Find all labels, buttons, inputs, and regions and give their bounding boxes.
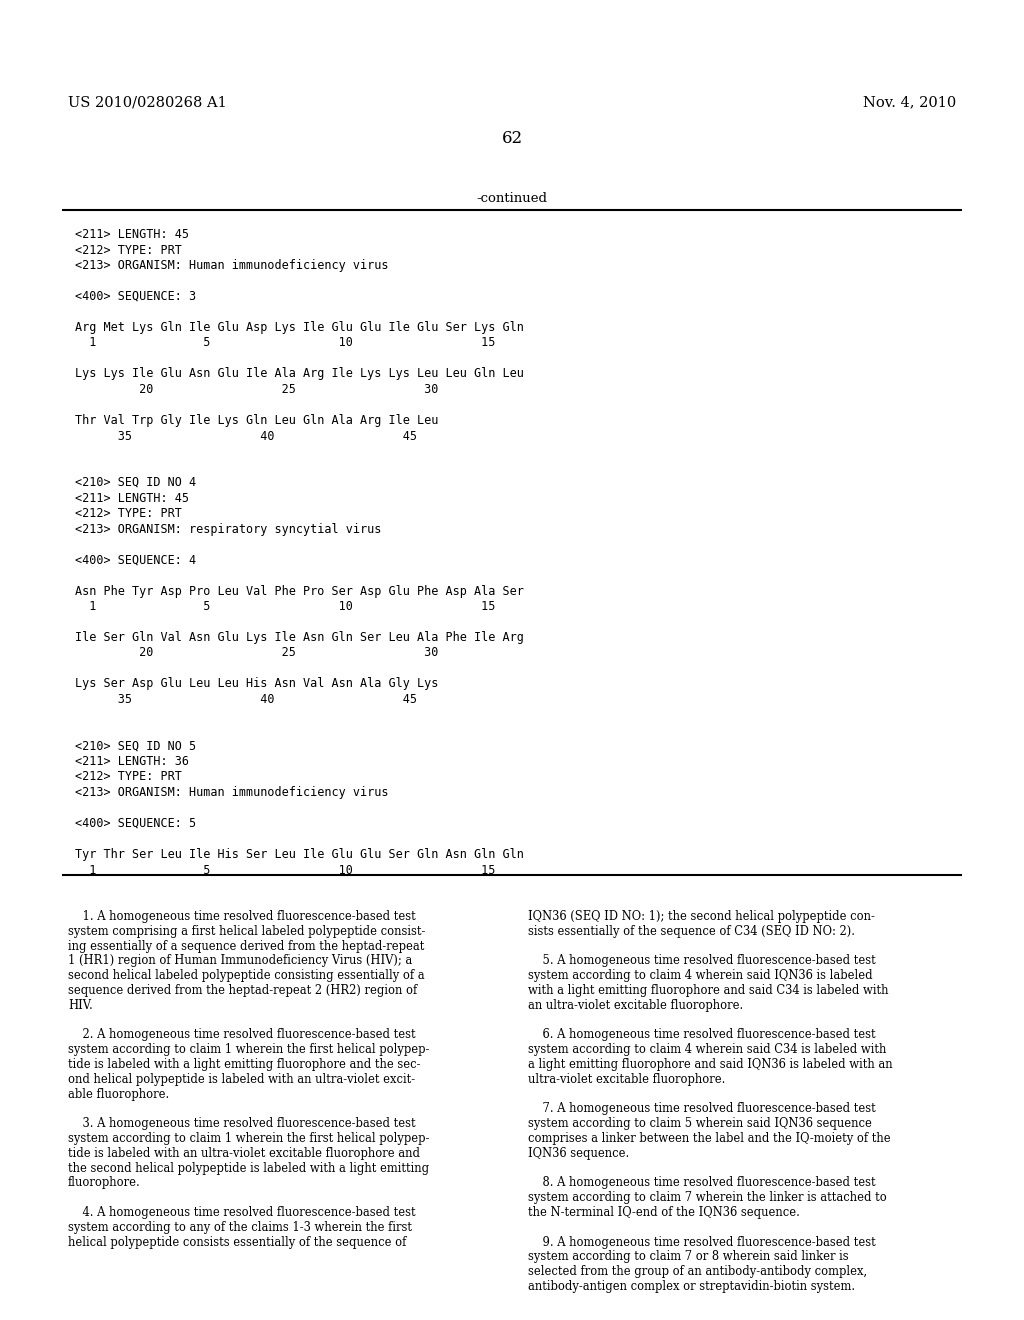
Text: 1               5                  10                  15: 1 5 10 15 bbox=[75, 601, 496, 612]
Text: <211> LENGTH: 45: <211> LENGTH: 45 bbox=[75, 491, 189, 504]
Text: Lys Ser Asp Glu Leu Leu His Asn Val Asn Ala Gly Lys: Lys Ser Asp Glu Leu Leu His Asn Val Asn … bbox=[75, 677, 438, 690]
Text: sists essentially of the sequence of C34 (SEQ ID NO: 2).: sists essentially of the sequence of C34… bbox=[528, 925, 855, 937]
Text: -continued: -continued bbox=[476, 191, 548, 205]
Text: ing essentially of a sequence derived from the heptad-repeat: ing essentially of a sequence derived fr… bbox=[68, 940, 424, 953]
Text: Lys Lys Ile Glu Asn Glu Ile Ala Arg Ile Lys Lys Leu Leu Gln Leu: Lys Lys Ile Glu Asn Glu Ile Ala Arg Ile … bbox=[75, 367, 524, 380]
Text: IQN36 sequence.: IQN36 sequence. bbox=[528, 1147, 630, 1160]
Text: sequence derived from the heptad-repeat 2 (HR2) region of: sequence derived from the heptad-repeat … bbox=[68, 983, 417, 997]
Text: <213> ORGANISM: Human immunodeficiency virus: <213> ORGANISM: Human immunodeficiency v… bbox=[75, 785, 388, 799]
Text: ond helical polypeptide is labeled with an ultra-violet excit-: ond helical polypeptide is labeled with … bbox=[68, 1073, 415, 1086]
Text: 1. A homogeneous time resolved fluorescence-based test: 1. A homogeneous time resolved fluoresce… bbox=[68, 909, 416, 923]
Text: Arg Met Lys Gln Ile Glu Asp Lys Ile Glu Glu Ile Glu Ser Lys Gln: Arg Met Lys Gln Ile Glu Asp Lys Ile Glu … bbox=[75, 321, 524, 334]
Text: 62: 62 bbox=[502, 129, 522, 147]
Text: ultra-violet excitable fluorophore.: ultra-violet excitable fluorophore. bbox=[528, 1073, 725, 1086]
Text: antibody-antigen complex or streptavidin-biotin system.: antibody-antigen complex or streptavidin… bbox=[528, 1280, 855, 1294]
Text: 2. A homogeneous time resolved fluorescence-based test: 2. A homogeneous time resolved fluoresce… bbox=[68, 1028, 416, 1041]
Text: 20                  25                  30: 20 25 30 bbox=[75, 383, 438, 396]
Text: <210> SEQ ID NO 5: <210> SEQ ID NO 5 bbox=[75, 739, 197, 752]
Text: <213> ORGANISM: Human immunodeficiency virus: <213> ORGANISM: Human immunodeficiency v… bbox=[75, 259, 388, 272]
Text: 35                  40                  45: 35 40 45 bbox=[75, 429, 417, 442]
Text: a light emitting fluorophore and said IQN36 is labeled with an: a light emitting fluorophore and said IQ… bbox=[528, 1059, 893, 1071]
Text: US 2010/0280268 A1: US 2010/0280268 A1 bbox=[68, 95, 226, 110]
Text: 1               5                  10                  15: 1 5 10 15 bbox=[75, 863, 496, 876]
Text: system according to claim 7 or 8 wherein said linker is: system according to claim 7 or 8 wherein… bbox=[528, 1250, 849, 1263]
Text: 9. A homogeneous time resolved fluorescence-based test: 9. A homogeneous time resolved fluoresce… bbox=[528, 1236, 876, 1249]
Text: <400> SEQUENCE: 4: <400> SEQUENCE: 4 bbox=[75, 553, 197, 566]
Text: system according to claim 5 wherein said IQN36 sequence: system according to claim 5 wherein said… bbox=[528, 1117, 871, 1130]
Text: Ile Ser Gln Val Asn Glu Lys Ile Asn Gln Ser Leu Ala Phe Ile Arg: Ile Ser Gln Val Asn Glu Lys Ile Asn Gln … bbox=[75, 631, 524, 644]
Text: 6. A homogeneous time resolved fluorescence-based test: 6. A homogeneous time resolved fluoresce… bbox=[528, 1028, 876, 1041]
Text: Nov. 4, 2010: Nov. 4, 2010 bbox=[863, 95, 956, 110]
Text: system according to claim 7 wherein the linker is attached to: system according to claim 7 wherein the … bbox=[528, 1191, 887, 1204]
Text: system according to any of the claims 1-3 wherein the first: system according to any of the claims 1-… bbox=[68, 1221, 412, 1234]
Text: <212> TYPE: PRT: <212> TYPE: PRT bbox=[75, 507, 182, 520]
Text: helical polypeptide consists essentially of the sequence of: helical polypeptide consists essentially… bbox=[68, 1236, 407, 1249]
Text: <400> SEQUENCE: 3: <400> SEQUENCE: 3 bbox=[75, 290, 197, 304]
Text: 3. A homogeneous time resolved fluorescence-based test: 3. A homogeneous time resolved fluoresce… bbox=[68, 1117, 416, 1130]
Text: second helical labeled polypeptide consisting essentially of a: second helical labeled polypeptide consi… bbox=[68, 969, 425, 982]
Text: with a light emitting fluorophore and said C34 is labeled with: with a light emitting fluorophore and sa… bbox=[528, 983, 889, 997]
Text: <211> LENGTH: 45: <211> LENGTH: 45 bbox=[75, 228, 189, 242]
Text: the N-terminal IQ-end of the IQN36 sequence.: the N-terminal IQ-end of the IQN36 seque… bbox=[528, 1206, 800, 1218]
Text: 35                  40                  45: 35 40 45 bbox=[75, 693, 417, 706]
Text: HIV.: HIV. bbox=[68, 999, 93, 1012]
Text: system according to claim 4 wherein said C34 is labeled with: system according to claim 4 wherein said… bbox=[528, 1043, 887, 1056]
Text: <212> TYPE: PRT: <212> TYPE: PRT bbox=[75, 243, 182, 256]
Text: 20                  25                  30: 20 25 30 bbox=[75, 647, 438, 660]
Text: system comprising a first helical labeled polypeptide consist-: system comprising a first helical labele… bbox=[68, 925, 425, 937]
Text: 7. A homogeneous time resolved fluorescence-based test: 7. A homogeneous time resolved fluoresce… bbox=[528, 1102, 876, 1115]
Text: 1 (HR1) region of Human Immunodeficiency Virus (HIV); a: 1 (HR1) region of Human Immunodeficiency… bbox=[68, 954, 413, 968]
Text: the second helical polypeptide is labeled with a light emitting: the second helical polypeptide is labele… bbox=[68, 1162, 429, 1175]
Text: Thr Val Trp Gly Ile Lys Gln Leu Gln Ala Arg Ile Leu: Thr Val Trp Gly Ile Lys Gln Leu Gln Ala … bbox=[75, 414, 438, 426]
Text: <213> ORGANISM: respiratory syncytial virus: <213> ORGANISM: respiratory syncytial vi… bbox=[75, 523, 381, 536]
Text: 4. A homogeneous time resolved fluorescence-based test: 4. A homogeneous time resolved fluoresce… bbox=[68, 1206, 416, 1218]
Text: 1               5                  10                  15: 1 5 10 15 bbox=[75, 337, 496, 350]
Text: selected from the group of an antibody-antibody complex,: selected from the group of an antibody-a… bbox=[528, 1265, 867, 1278]
Text: IQN36 (SEQ ID NO: 1); the second helical polypeptide con-: IQN36 (SEQ ID NO: 1); the second helical… bbox=[528, 909, 874, 923]
Text: <210> SEQ ID NO 4: <210> SEQ ID NO 4 bbox=[75, 477, 197, 488]
Text: <400> SEQUENCE: 5: <400> SEQUENCE: 5 bbox=[75, 817, 197, 830]
Text: system according to claim 4 wherein said IQN36 is labeled: system according to claim 4 wherein said… bbox=[528, 969, 872, 982]
Text: Tyr Thr Ser Leu Ile His Ser Leu Ile Glu Glu Ser Gln Asn Gln Gln: Tyr Thr Ser Leu Ile His Ser Leu Ile Glu … bbox=[75, 847, 524, 861]
Text: <211> LENGTH: 36: <211> LENGTH: 36 bbox=[75, 755, 189, 768]
Text: fluorophore.: fluorophore. bbox=[68, 1176, 140, 1189]
Text: 8. A homogeneous time resolved fluorescence-based test: 8. A homogeneous time resolved fluoresce… bbox=[528, 1176, 876, 1189]
Text: comprises a linker between the label and the IQ-moiety of the: comprises a linker between the label and… bbox=[528, 1133, 891, 1144]
Text: system according to claim 1 wherein the first helical polypep-: system according to claim 1 wherein the … bbox=[68, 1133, 429, 1144]
Text: <212> TYPE: PRT: <212> TYPE: PRT bbox=[75, 771, 182, 784]
Text: Asn Phe Tyr Asp Pro Leu Val Phe Pro Ser Asp Glu Phe Asp Ala Ser: Asn Phe Tyr Asp Pro Leu Val Phe Pro Ser … bbox=[75, 585, 524, 598]
Text: tide is labeled with an ultra-violet excitable fluorophore and: tide is labeled with an ultra-violet exc… bbox=[68, 1147, 420, 1160]
Text: tide is labeled with a light emitting fluorophore and the sec-: tide is labeled with a light emitting fl… bbox=[68, 1059, 421, 1071]
Text: system according to claim 1 wherein the first helical polypep-: system according to claim 1 wherein the … bbox=[68, 1043, 429, 1056]
Text: an ultra-violet excitable fluorophore.: an ultra-violet excitable fluorophore. bbox=[528, 999, 743, 1012]
Text: 5. A homogeneous time resolved fluorescence-based test: 5. A homogeneous time resolved fluoresce… bbox=[528, 954, 876, 968]
Text: able fluorophore.: able fluorophore. bbox=[68, 1088, 169, 1101]
